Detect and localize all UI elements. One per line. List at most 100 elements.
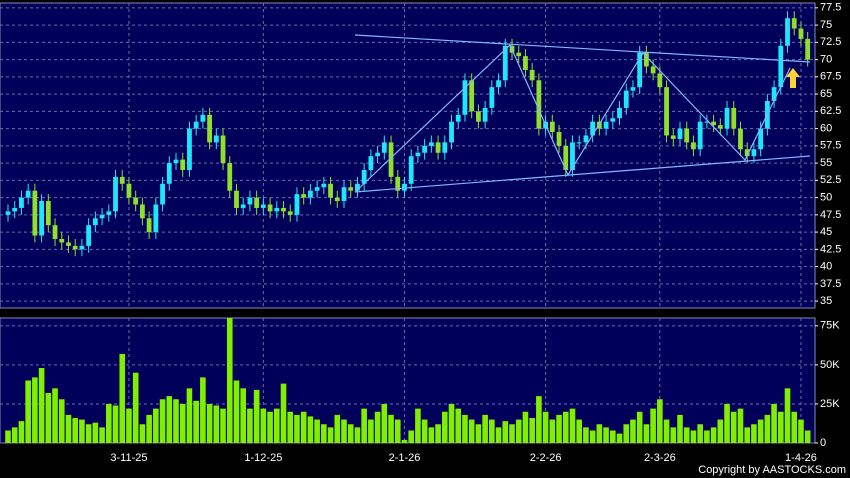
volume-bar bbox=[542, 411, 549, 443]
x-tick-label: 2-1-26 bbox=[389, 452, 421, 464]
volume-bar bbox=[610, 430, 616, 443]
volume-bar bbox=[206, 403, 213, 443]
volume-bar bbox=[482, 414, 488, 443]
volume-bar bbox=[495, 427, 502, 443]
volume-bar bbox=[374, 411, 381, 443]
y-tick-label: 35 bbox=[820, 295, 832, 307]
candle-body bbox=[482, 107, 488, 122]
volume-bar bbox=[804, 430, 811, 443]
candle-body bbox=[113, 176, 118, 212]
candle-body bbox=[187, 128, 192, 170]
candle-body bbox=[610, 118, 616, 122]
candle-body bbox=[805, 38, 811, 60]
volume-bar bbox=[321, 424, 327, 443]
candle-body bbox=[697, 121, 703, 150]
volume-bar bbox=[32, 377, 38, 443]
volume-bar bbox=[25, 380, 31, 443]
candle-body bbox=[381, 142, 387, 153]
candle-body bbox=[72, 245, 78, 250]
y-tick-label: 77.5 bbox=[820, 2, 841, 14]
candle-body bbox=[529, 69, 535, 81]
candle-body bbox=[140, 204, 145, 219]
candle-body bbox=[173, 159, 179, 164]
candle-body bbox=[227, 163, 233, 191]
volume-bar bbox=[139, 424, 146, 443]
candle-body bbox=[502, 45, 508, 81]
x-tick-label: 1-12-25 bbox=[244, 452, 282, 464]
volume-bar bbox=[636, 411, 643, 443]
candle-body bbox=[25, 190, 31, 198]
volume-bar bbox=[294, 414, 300, 443]
candle-body bbox=[536, 80, 542, 129]
x-tick-label: 2-3-26 bbox=[644, 452, 676, 464]
y-tick-label: 65 bbox=[820, 88, 832, 100]
candle-body bbox=[388, 142, 394, 177]
volume-bar bbox=[704, 430, 710, 443]
candle-body bbox=[691, 142, 696, 150]
volume-bar bbox=[408, 430, 414, 443]
candle-body bbox=[670, 135, 676, 139]
volume-bar bbox=[435, 424, 441, 443]
candle-body bbox=[321, 183, 327, 188]
volume-bar bbox=[515, 419, 522, 443]
volume-bar bbox=[240, 388, 246, 443]
volume-bar bbox=[267, 411, 273, 443]
volume-bar bbox=[778, 411, 784, 443]
candle-body bbox=[200, 114, 206, 122]
candle-body bbox=[247, 197, 253, 205]
candle-body bbox=[623, 90, 629, 108]
volume-bar bbox=[462, 414, 468, 443]
y-tick-label: 37.5 bbox=[820, 278, 841, 290]
candle-body bbox=[19, 197, 24, 208]
price-panel bbox=[0, 2, 816, 309]
x-tick-label: 2-2-26 bbox=[530, 452, 562, 464]
candle-body bbox=[166, 163, 172, 184]
volume-bar bbox=[562, 411, 569, 443]
volume-bar bbox=[401, 439, 408, 443]
volume-bar bbox=[72, 418, 78, 443]
volume-bar bbox=[334, 414, 341, 443]
candle-body bbox=[281, 207, 286, 212]
volume-bar bbox=[341, 419, 347, 443]
candle-body bbox=[469, 80, 475, 112]
candle-body bbox=[328, 183, 333, 198]
candle-body bbox=[570, 142, 575, 170]
candle-body bbox=[751, 149, 757, 157]
marks bbox=[5, 11, 811, 443]
volume-bar bbox=[388, 414, 394, 443]
candle-body bbox=[341, 187, 347, 202]
volume-bar bbox=[213, 405, 220, 443]
candle-body bbox=[402, 183, 407, 191]
volume-bar bbox=[11, 427, 18, 443]
candle-body bbox=[5, 211, 11, 215]
volume-bar bbox=[300, 411, 307, 443]
candle-body bbox=[126, 183, 132, 198]
volume-bar bbox=[690, 430, 697, 443]
candle-body bbox=[254, 197, 260, 208]
volume-bar bbox=[99, 427, 105, 443]
candle-body bbox=[664, 87, 669, 136]
volume-bar bbox=[126, 408, 132, 443]
volume-bar bbox=[5, 430, 11, 443]
volume-bar bbox=[428, 427, 435, 443]
volume-bar bbox=[394, 419, 401, 443]
volume-bar bbox=[85, 424, 92, 443]
volume-bar bbox=[233, 380, 240, 443]
volume-bar bbox=[112, 405, 119, 443]
candle-body bbox=[207, 114, 212, 143]
candle-body bbox=[771, 87, 777, 101]
volume-bar bbox=[361, 408, 367, 443]
candle-body bbox=[45, 201, 51, 226]
candle-body bbox=[361, 169, 367, 184]
candle-body bbox=[220, 135, 226, 164]
volume-bar bbox=[576, 419, 582, 443]
volume-bar bbox=[166, 396, 173, 443]
candle-body bbox=[160, 183, 165, 205]
candle-body bbox=[778, 45, 784, 88]
volume-bar bbox=[455, 408, 462, 443]
candle-body bbox=[650, 66, 656, 74]
candle-body bbox=[744, 149, 750, 157]
volume-bar bbox=[421, 419, 428, 443]
candle-body bbox=[630, 87, 636, 91]
y-tick-label: 67.5 bbox=[820, 71, 841, 83]
